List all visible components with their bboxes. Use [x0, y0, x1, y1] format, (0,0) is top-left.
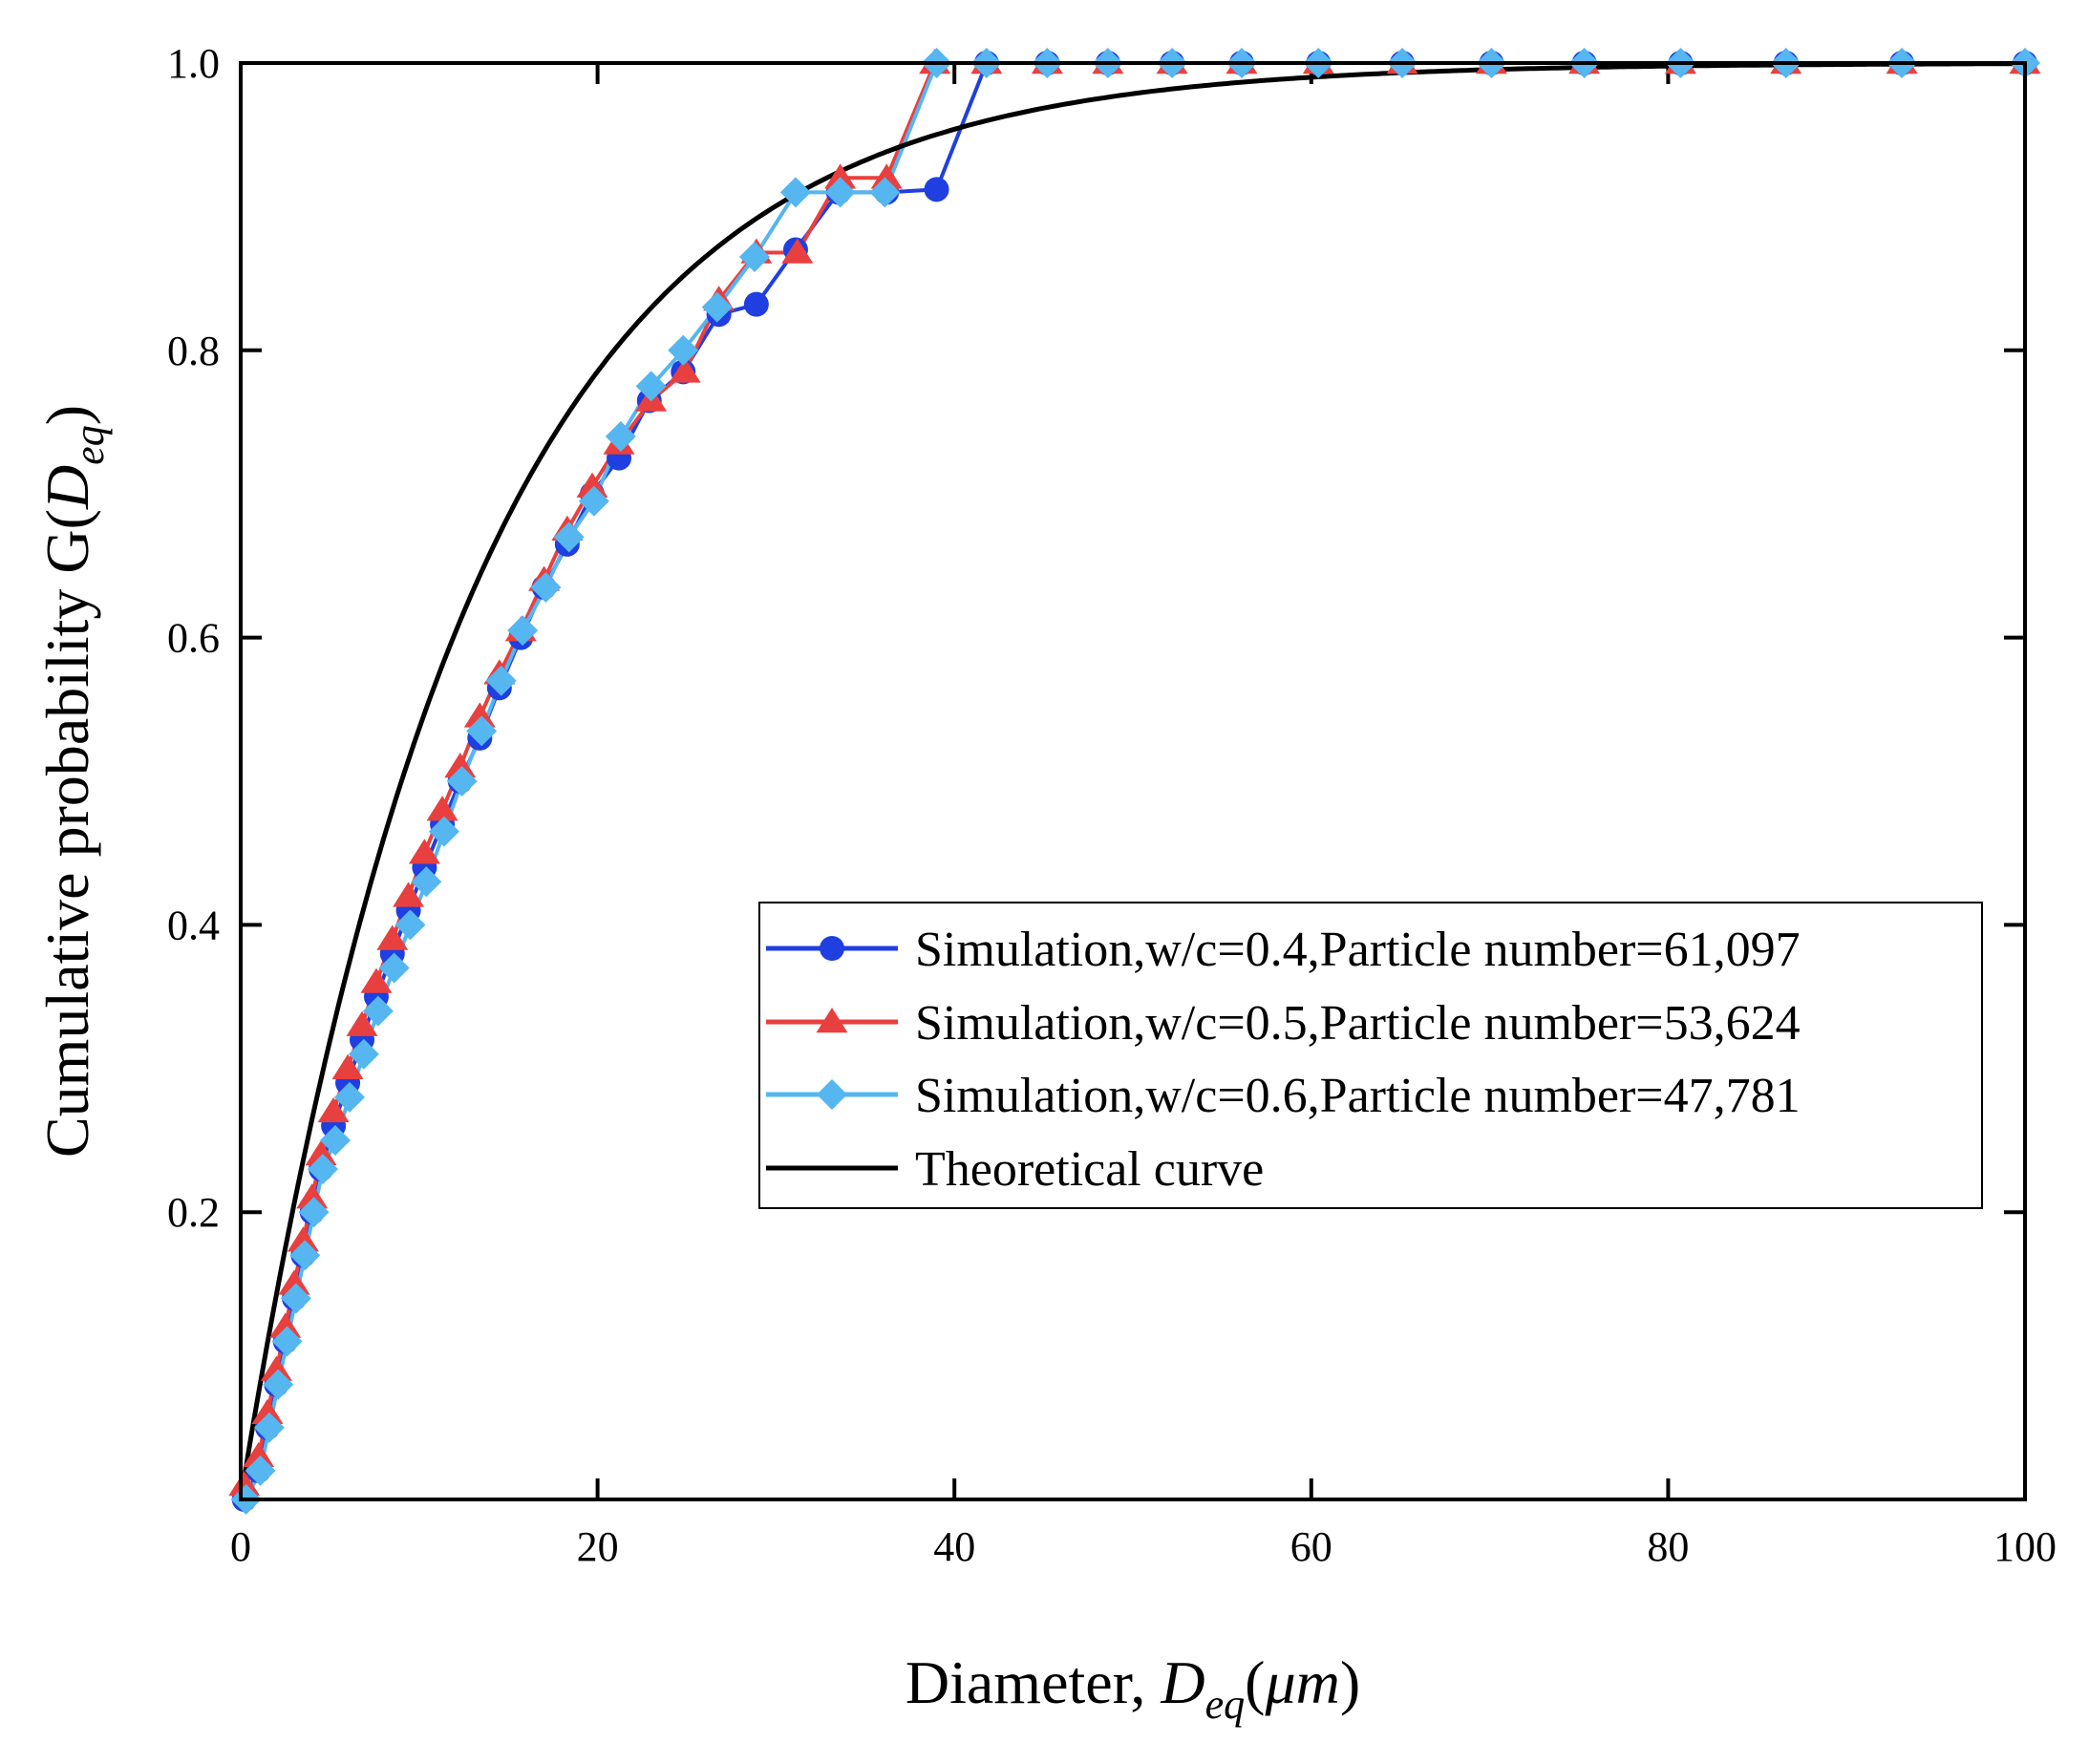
data-series — [241, 63, 2025, 1499]
series-line-3 — [244, 63, 2025, 1499]
data-point — [463, 702, 496, 728]
data-point — [269, 1312, 302, 1338]
plot-frame — [239, 61, 2027, 1501]
data-point — [869, 177, 901, 208]
data-point — [360, 967, 393, 993]
data-point — [376, 925, 409, 950]
data-point — [320, 1125, 352, 1156]
series-line-4 — [241, 63, 2025, 1499]
data-point — [444, 752, 477, 778]
data-point — [411, 866, 442, 898]
legend-label: Theoretical curve — [915, 1142, 1264, 1197]
data-point — [333, 1081, 365, 1113]
data-point — [253, 1412, 285, 1443]
y-tick-label: 0.6 — [167, 615, 220, 662]
series-line-2 — [242, 63, 2025, 1486]
x-tick-label: 0 — [230, 1523, 251, 1570]
x-axis-title: Diameter, Deq(μm) — [906, 1648, 1360, 1728]
legend-swatch-marker — [816, 1008, 848, 1033]
data-point — [701, 291, 733, 323]
data-point — [298, 1197, 330, 1228]
data-point — [245, 1455, 276, 1486]
y-axis-title: Cumulative probability G(Deq) — [33, 405, 113, 1158]
legend-swatch-marker — [817, 1079, 847, 1110]
data-point — [331, 1053, 364, 1080]
data-point — [346, 1010, 378, 1036]
data-point — [228, 1470, 261, 1497]
data-point — [408, 839, 440, 864]
data-point — [578, 485, 609, 517]
data-point — [362, 995, 394, 1027]
data-point — [289, 1240, 321, 1271]
data-point — [605, 421, 636, 453]
y-tick-label: 0.2 — [167, 1189, 220, 1236]
data-point — [507, 615, 539, 647]
data-point — [296, 1183, 329, 1209]
data-point — [824, 177, 856, 208]
data-point — [317, 1096, 350, 1123]
data-point — [446, 766, 478, 797]
data-point — [738, 242, 770, 273]
data-point — [260, 1355, 292, 1381]
data-point — [307, 1154, 338, 1185]
data-point — [278, 1269, 310, 1295]
data-point — [393, 882, 425, 907]
x-tick-label: 20 — [577, 1523, 619, 1570]
data-point — [243, 1441, 275, 1468]
x-tick-label: 100 — [1993, 1523, 2057, 1570]
data-point — [280, 1283, 311, 1314]
x-tick-label: 80 — [1647, 1523, 1689, 1570]
y-tick-label: 0.4 — [167, 902, 220, 948]
legend-box — [758, 902, 1983, 1209]
legend-label: Simulation,w/c=0.6,Particle number=47,78… — [915, 1069, 1801, 1123]
data-point — [781, 238, 814, 264]
y-tick-label: 1.0 — [167, 40, 220, 87]
data-point — [426, 796, 458, 821]
data-point — [271, 1326, 303, 1357]
data-point — [824, 163, 857, 189]
x-tick-label: 40 — [933, 1523, 975, 1570]
data-markers — [228, 48, 2041, 1515]
legend-label: Simulation,w/c=0.4,Particle number=61,09… — [915, 923, 1801, 977]
data-point — [870, 163, 903, 189]
x-tick-label: 60 — [1290, 1523, 1332, 1570]
data-point — [466, 715, 498, 747]
data-point — [251, 1398, 284, 1425]
data-point — [779, 177, 811, 208]
data-point — [394, 909, 426, 941]
data-point — [530, 571, 562, 603]
axis-ticks — [239, 61, 2027, 1499]
tick-labels: 0 20 40 60 80 100 0.2 0.4 0.6 0.8 1.0 — [167, 40, 2057, 1570]
series-line-1 — [242, 63, 2025, 1499]
data-point — [263, 1369, 294, 1400]
data-point — [485, 665, 517, 696]
data-point — [428, 816, 459, 847]
y-tick-label: 0.8 — [167, 328, 220, 374]
data-point — [305, 1140, 337, 1166]
data-point — [378, 952, 410, 984]
data-point — [743, 291, 769, 317]
data-point — [553, 521, 585, 553]
data-point — [668, 334, 699, 366]
data-point — [924, 177, 949, 202]
data-point — [287, 1226, 319, 1252]
legend: Simulation,w/c=0.4,Particle number=61,09… — [758, 902, 1983, 1209]
legend-label: Simulation,w/c=0.5,Particle number=53,62… — [915, 996, 1801, 1051]
data-point — [348, 1038, 379, 1070]
data-point — [576, 472, 608, 498]
legend-swatch-marker — [820, 936, 844, 961]
data-point — [669, 357, 701, 383]
data-point — [635, 371, 667, 402]
